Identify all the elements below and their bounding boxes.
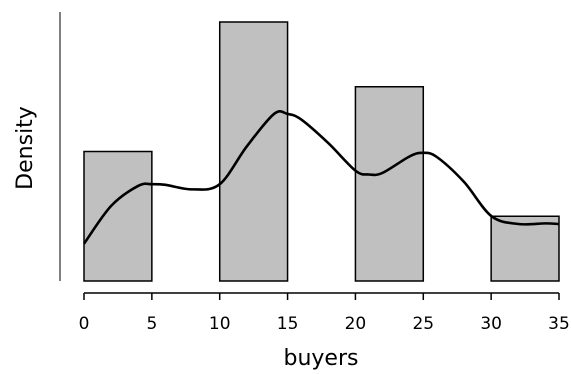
x-tick-label-25: 25 xyxy=(412,314,434,334)
x-axis-title: buyers xyxy=(284,346,359,371)
histogram-bar-0-5 xyxy=(83,150,153,282)
histogram-bar-30-35 xyxy=(490,215,560,282)
x-tick-label-10: 10 xyxy=(209,314,231,334)
histogram-bar-20-25 xyxy=(354,86,425,282)
histogram-bar-10-15 xyxy=(218,21,289,282)
x-tick-label-30: 30 xyxy=(480,314,502,334)
x-tick-label-15: 15 xyxy=(277,314,299,334)
x-tick-label-20: 20 xyxy=(345,314,367,334)
y-axis-title: Density xyxy=(13,106,38,190)
histogram-bars xyxy=(83,21,560,282)
density-curve xyxy=(82,110,560,245)
x-axis-ticks: 0 5 10 15 20 25 30 35 xyxy=(79,293,570,334)
x-tick-label-5: 5 xyxy=(146,314,157,334)
x-tick-label-35: 35 xyxy=(548,314,570,334)
x-tick-label-0: 0 xyxy=(79,314,90,334)
